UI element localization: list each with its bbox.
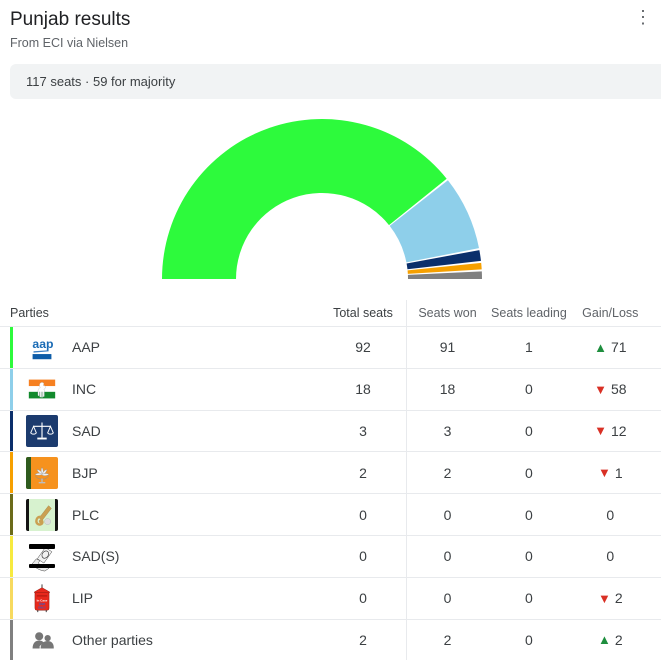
svg-text:aap: aap <box>32 337 53 351</box>
svg-text:ONLY: ONLY <box>38 606 46 610</box>
